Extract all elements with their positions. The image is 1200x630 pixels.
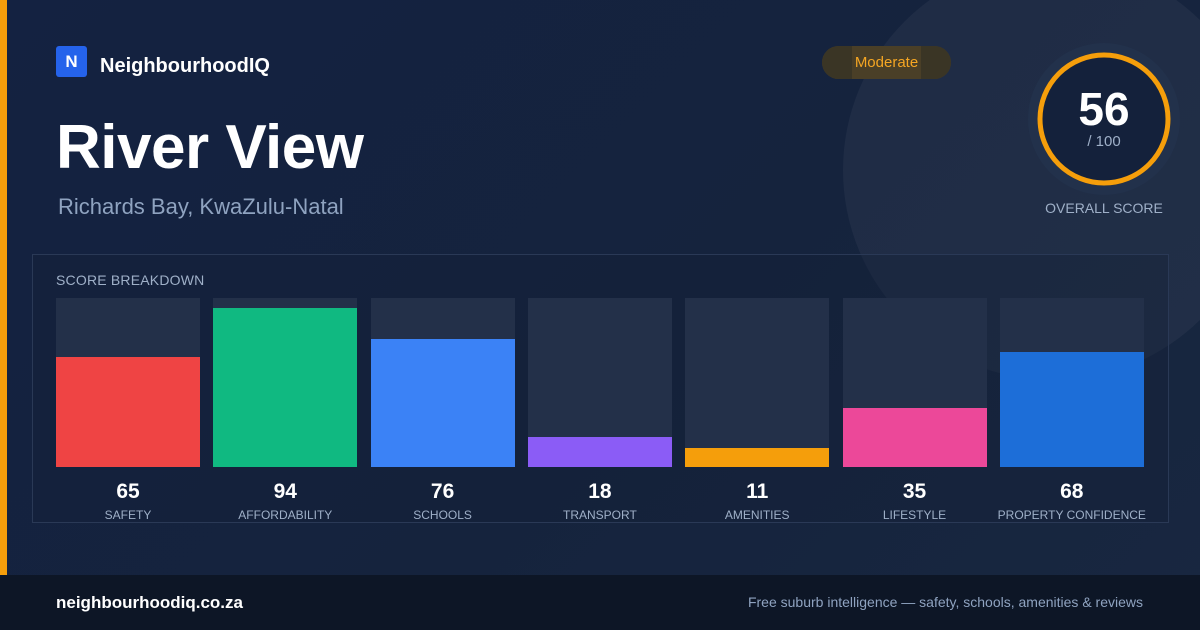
brand-name: NeighbourhoodIQ — [100, 55, 270, 77]
bar-label-amenities: AMENITIES — [724, 508, 790, 522]
overall-score-arc — [1037, 52, 1171, 186]
rating-badge: Moderate — [822, 46, 951, 79]
bar-value-property-confidence: 68 — [1060, 480, 1084, 503]
bar-track — [56, 298, 200, 467]
suburb-location: Richards Bay, KwaZulu-Natal — [58, 194, 344, 219]
bar-track — [213, 298, 358, 467]
bar-fill-schools — [370, 338, 515, 467]
brand: N NeighbourhoodIQ — [56, 46, 270, 77]
bar-property-confidence: 68 PROPERTY CONFIDENCE — [998, 298, 1146, 524]
suburb-title: River View — [56, 113, 364, 182]
overall-score-ring — [1028, 43, 1180, 195]
score-breakdown-panel: SCORE BREAKDOWN 65 SAFETY 94 AFFORDABILITY 7… — [32, 254, 1169, 523]
bar-label-schools: SCHOOLS — [413, 508, 472, 522]
bar-schools: 76 SCHOOLS — [370, 298, 515, 524]
bar-label-transport: TRANSPORT — [562, 508, 637, 522]
bar-label-affordability: AFFORDABILITY — [238, 508, 333, 522]
bar-track — [999, 298, 1144, 467]
footer: neighbourhoodiq.co.za Free suburb intell… — [0, 575, 1200, 630]
bar-value-amenities: 11 — [746, 480, 769, 503]
bar-fill-transport — [527, 436, 672, 467]
footer-domain: neighbourhoodiq.co.za — [56, 593, 243, 612]
overall-score-max: / 100 — [1087, 133, 1121, 150]
bar-safety: 65 SAFETY — [56, 298, 200, 524]
overall-score-value: 56 — [1078, 83, 1130, 135]
bar-track — [527, 298, 672, 467]
bar-fill-amenities — [685, 448, 830, 467]
bar-fill-safety — [56, 357, 200, 467]
bar-track — [685, 298, 830, 467]
bar-amenities: 11 AMENITIES — [685, 298, 830, 524]
accent-bar — [0, 0, 7, 575]
bar-value-transport: 18 — [588, 480, 612, 503]
bar-value-lifestyle: 35 — [902, 480, 927, 503]
bar-fill-lifestyle — [842, 407, 987, 467]
footer-tagline: Free suburb intelligence — safety, schoo… — [747, 594, 1143, 610]
bar-label-property-confidence: PROPERTY CONFIDENCE — [997, 508, 1146, 522]
bar-label-lifestyle: LIFESTYLE — [882, 508, 947, 522]
bar-track — [370, 298, 515, 467]
bar-label-safety: SAFETY — [104, 508, 152, 522]
bar-value-schools: 76 — [430, 480, 455, 503]
bar-fill-property-confidence — [999, 352, 1144, 467]
bar-track — [842, 298, 987, 467]
bar-fill-affordability — [213, 308, 358, 467]
bar-lifestyle: 35 LIFESTYLE — [842, 298, 987, 524]
bar-value-affordability: 94 — [273, 480, 297, 503]
breakdown-title: SCORE BREAKDOWN — [56, 272, 205, 288]
bar-value-safety: 65 — [116, 480, 140, 503]
brand-logo-icon: N — [56, 46, 87, 77]
bar-transport: 18 TRANSPORT — [527, 298, 672, 524]
overall-score-caption: OVERALL SCORE — [1045, 200, 1163, 216]
breakdown-bars: 65 SAFETY 94 AFFORDABILITY 76 SCHOOLS 18 TRANSP… — [33, 255, 1168, 522]
rating-badge-label: Moderate — [854, 54, 919, 71]
bar-affordability: 94 AFFORDABILITY — [213, 298, 358, 524]
